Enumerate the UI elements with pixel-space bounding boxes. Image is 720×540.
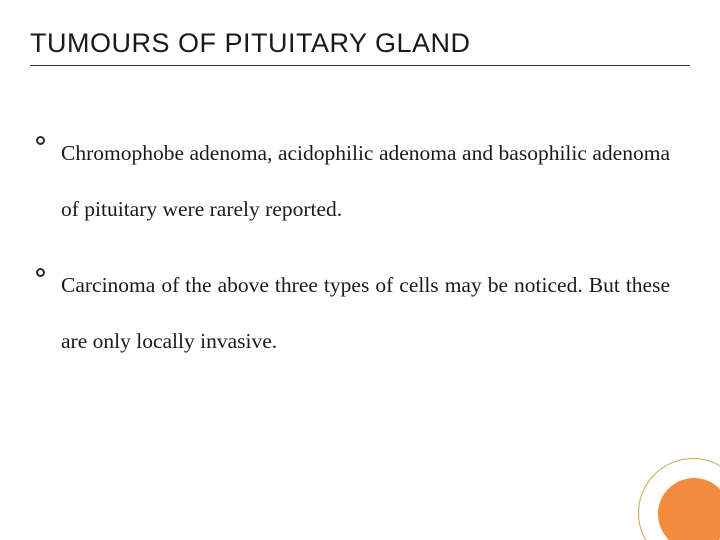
slide-container: TUMOURS OF PITUITARY GLAND Chromophobe a…: [0, 0, 720, 540]
corner-decoration: [630, 450, 720, 540]
list-item: Carcinoma of the above three types of ce…: [36, 258, 670, 370]
list-item: Chromophobe adenoma, acidophilic adenoma…: [36, 126, 670, 238]
bullet-ring-icon: [36, 268, 45, 277]
decoration-outer-ring-icon: [638, 458, 720, 540]
bullet-text: Carcinoma of the above three types of ce…: [61, 258, 670, 370]
bullet-text: Chromophobe adenoma, acidophilic adenoma…: [61, 126, 670, 238]
slide-title: TUMOURS OF PITUITARY GLAND: [30, 28, 690, 59]
bullet-ring-icon: [36, 136, 45, 145]
decoration-inner-circle-icon: [658, 478, 720, 540]
slide-content: Chromophobe adenoma, acidophilic adenoma…: [30, 126, 690, 370]
title-underline: [30, 65, 690, 66]
